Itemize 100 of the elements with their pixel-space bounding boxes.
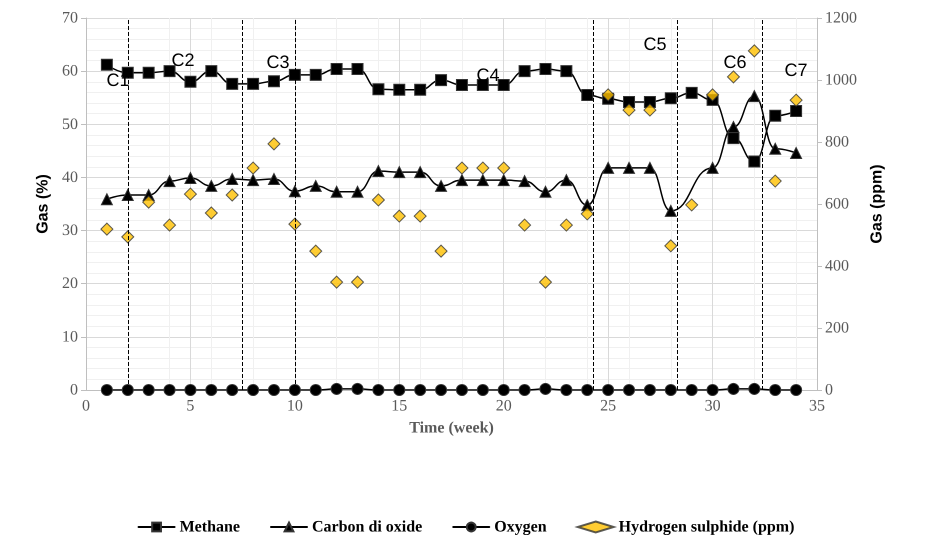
point: [164, 175, 176, 188]
point: [184, 76, 196, 88]
point: [310, 68, 322, 81]
point: [247, 174, 260, 186]
point: [518, 218, 532, 232]
point: [288, 384, 301, 396]
point: [456, 78, 468, 91]
point: [164, 65, 176, 78]
point: [392, 210, 406, 223]
point: [414, 210, 427, 223]
point: [664, 92, 677, 104]
point: [769, 142, 782, 155]
point: [226, 78, 238, 90]
point: [414, 84, 426, 96]
y-tick-label: 50: [62, 116, 78, 133]
point: [372, 384, 384, 396]
point: [560, 384, 572, 396]
point: [518, 65, 531, 78]
point: [580, 207, 594, 220]
point: [414, 166, 426, 178]
point: [476, 162, 490, 175]
point: [205, 384, 218, 396]
point: [602, 88, 615, 102]
y2-tick-label: 1200: [825, 10, 857, 26]
x-tick-label: 35: [809, 398, 825, 414]
point: [226, 384, 238, 396]
point: [142, 66, 155, 79]
point: [351, 276, 364, 289]
point: [769, 384, 782, 396]
point: [268, 173, 280, 186]
point: [352, 63, 364, 76]
point: [372, 193, 385, 206]
point: [393, 384, 406, 396]
point: [204, 206, 218, 220]
point: [602, 162, 614, 174]
point: [435, 74, 448, 86]
point: [184, 188, 197, 201]
point: [456, 384, 468, 396]
y-tick-label: 10: [62, 328, 78, 346]
x-tick-label: 0: [82, 398, 90, 414]
point: [623, 162, 636, 174]
point: [122, 188, 134, 201]
point: [560, 218, 573, 232]
y2-tick-label: 600: [825, 196, 849, 212]
y2-tick-label: 1000: [825, 72, 857, 88]
legend-label: Oxygen: [494, 518, 547, 536]
point: [246, 162, 260, 175]
point: [497, 162, 510, 175]
legend-label: Hydrogen sulphide (ppm): [618, 518, 794, 536]
point: [727, 120, 740, 133]
legend-label: Carbon di oxide: [312, 518, 422, 536]
point: [643, 104, 656, 117]
point: [142, 384, 155, 396]
point: [434, 244, 448, 258]
point: [226, 188, 239, 202]
y-tick-label: 0: [70, 382, 78, 398]
point: [267, 137, 280, 150]
annotation: C2: [171, 50, 195, 70]
point: [393, 84, 406, 96]
point: [184, 172, 196, 184]
point: [748, 90, 760, 102]
point: [664, 239, 678, 252]
point: [664, 204, 677, 217]
point: [518, 384, 531, 396]
annotation: C6: [723, 52, 747, 72]
x-axis-title: Time (week): [409, 420, 494, 436]
point: [644, 162, 656, 174]
point: [686, 86, 698, 99]
point: [288, 68, 301, 81]
point: [790, 384, 802, 396]
y2-tick-label: 200: [825, 320, 849, 336]
point: [538, 276, 552, 289]
point: [268, 75, 280, 88]
y-tick-label: 60: [62, 62, 78, 80]
annotation: C3: [266, 52, 290, 72]
point: [560, 65, 572, 78]
point: [769, 110, 782, 122]
point: [122, 384, 134, 396]
point: [456, 174, 468, 186]
point: [560, 174, 572, 186]
point: [790, 94, 803, 107]
point: [622, 104, 636, 117]
y-tick-label: 70: [62, 10, 78, 26]
point: [790, 146, 802, 159]
x-tick-label: 30: [704, 398, 721, 414]
point: [581, 384, 594, 396]
x-tick-label: 25: [600, 398, 616, 414]
point: [748, 155, 760, 168]
point: [706, 162, 719, 174]
point: [205, 180, 218, 192]
point: [100, 384, 113, 396]
y-tick-label: 30: [62, 222, 78, 240]
point: [539, 186, 552, 198]
point: [748, 382, 760, 395]
point: [498, 384, 510, 396]
point: [455, 162, 468, 175]
point: [268, 384, 280, 396]
point: [330, 63, 343, 76]
point: [100, 58, 113, 71]
point: [498, 78, 510, 91]
